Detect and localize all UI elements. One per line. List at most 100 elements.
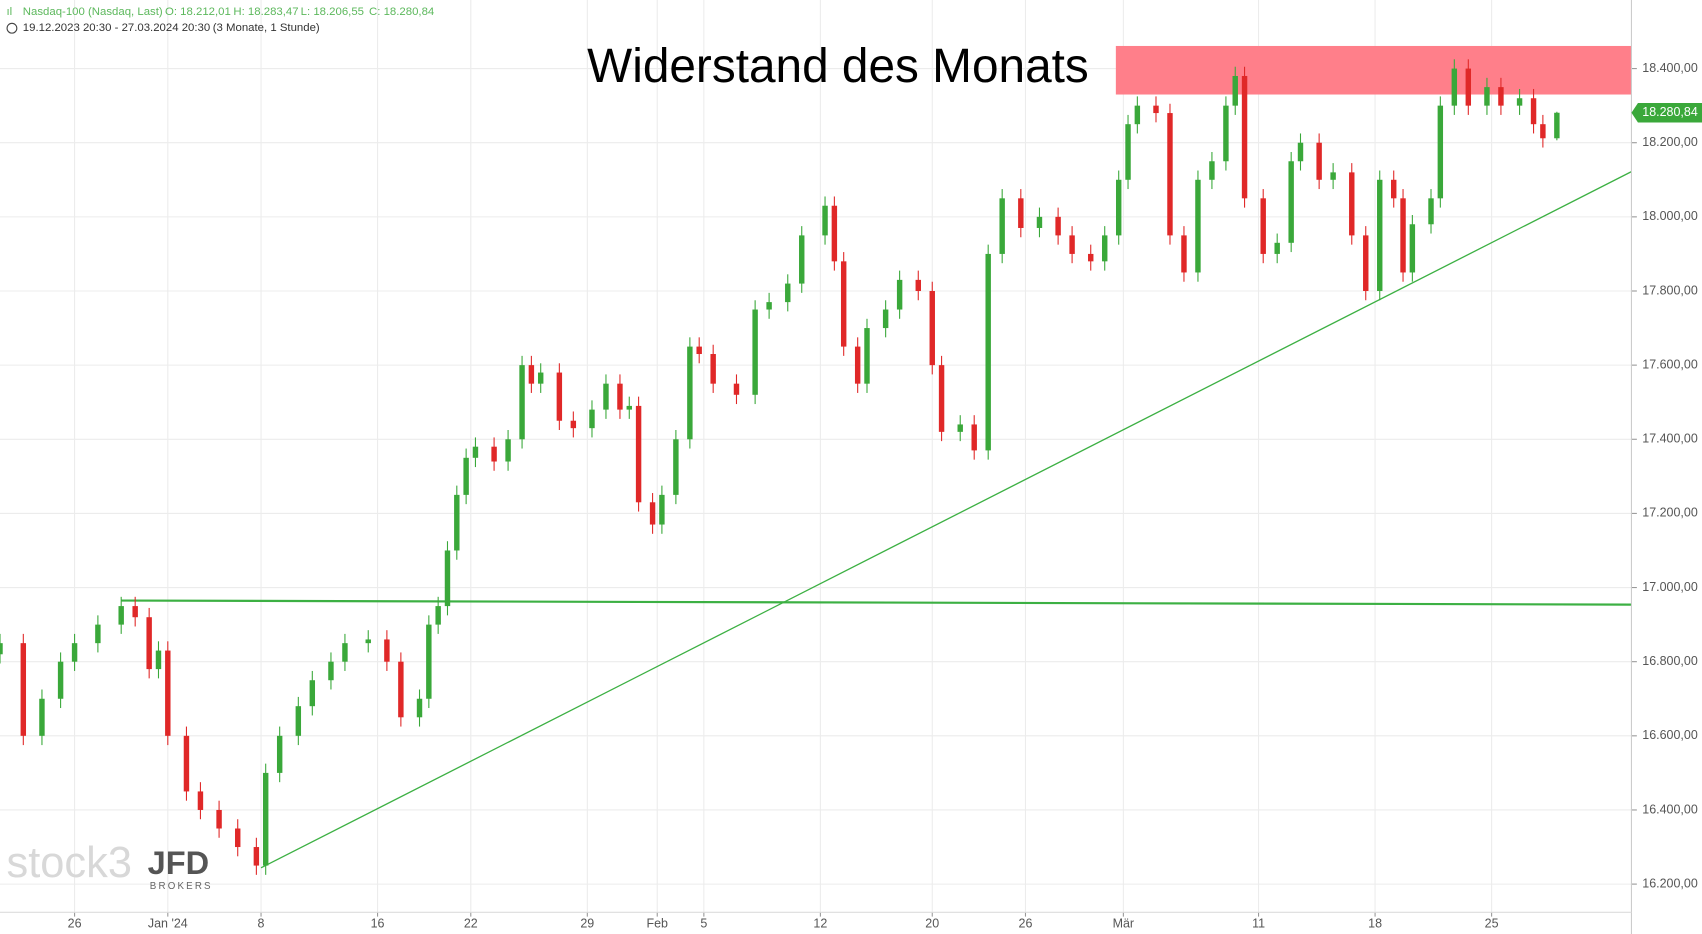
- candle-body: [384, 639, 390, 662]
- candle-body: [1088, 253, 1094, 262]
- candle-body: [1288, 161, 1294, 243]
- candle-body: [659, 494, 665, 525]
- instrument: Nasdaq-100 (Nasdaq, Last): [23, 6, 163, 18]
- candle-body: [1316, 142, 1322, 180]
- candle-body: [696, 346, 702, 355]
- candle-body: [454, 494, 460, 551]
- candle-body: [1125, 124, 1131, 180]
- candle-body: [519, 365, 525, 440]
- candle-body: [938, 365, 945, 432]
- trend-line: [260, 171, 1632, 869]
- candle-body: [1554, 112, 1560, 139]
- candle-body: [132, 606, 138, 618]
- candle-body: [1232, 75, 1238, 106]
- x-tick-label: 16: [371, 917, 385, 931]
- x-tick-label: Feb: [646, 917, 668, 931]
- y-tick-label: 18.400,00: [1642, 61, 1698, 75]
- candle-body: [505, 439, 511, 462]
- candle-body: [785, 283, 791, 303]
- x-tick-label: 20: [925, 917, 939, 931]
- candle-body: [1055, 216, 1061, 236]
- candle-body: [1516, 98, 1523, 106]
- candle-body: [831, 205, 838, 262]
- candle-body: [1069, 235, 1075, 254]
- broker: JFD: [148, 845, 210, 881]
- candle-body: [822, 205, 828, 236]
- y-tick-label: 16.400,00: [1642, 802, 1698, 816]
- y-tick-label: 17.600,00: [1642, 357, 1698, 371]
- watermark: stock3: [7, 839, 132, 887]
- candle-body: [733, 383, 740, 395]
- candle-body: [39, 698, 45, 736]
- candles: [0, 59, 1560, 875]
- candle-body: [435, 606, 441, 625]
- candle-body: [896, 279, 903, 310]
- ohlc-close: C: 18.280,84: [369, 6, 434, 18]
- candle-body: [1377, 179, 1383, 291]
- x-tick-label: 12: [813, 917, 827, 931]
- candle-body: [752, 309, 758, 395]
- x-tick-label: 5: [700, 917, 707, 931]
- candle-body: [999, 198, 1005, 254]
- candle-body: [1115, 179, 1122, 236]
- x-tick-label: 11: [1252, 917, 1265, 931]
- x-tick-label: 29: [580, 917, 594, 931]
- candle-body: [840, 261, 847, 347]
- header: ıl Nasdaq-100 (Nasdaq, Last) O: 18.212,0…: [7, 6, 435, 34]
- y-tick-label: 17.000,00: [1642, 580, 1698, 594]
- candle-body: [1349, 172, 1355, 236]
- candle-body: [146, 617, 152, 670]
- candle-body: [57, 661, 64, 699]
- candle-body: [1400, 198, 1406, 273]
- candle-body: [1134, 105, 1141, 125]
- candle-body: [710, 354, 716, 384]
- ohlc-high: H: 18.283,47: [233, 6, 298, 18]
- candle-body: [957, 424, 963, 432]
- candle-body: [1018, 198, 1024, 228]
- y-tick-label: 18.200,00: [1642, 135, 1698, 149]
- candle-body: [537, 372, 544, 384]
- y-tick-label: 16.600,00: [1642, 728, 1698, 742]
- candle-body: [1260, 198, 1266, 254]
- candle-body: [253, 847, 260, 866]
- candle-body: [766, 302, 772, 310]
- x-tick-label: 25: [1485, 917, 1499, 931]
- candle-body: [1498, 87, 1504, 106]
- broker-sub: BROKERS: [150, 881, 213, 892]
- candle-body: [444, 550, 451, 607]
- candle-body: [1036, 216, 1043, 228]
- candle-body: [463, 457, 469, 495]
- y-tick-label: 16.200,00: [1642, 876, 1698, 890]
- candle-body: [328, 661, 334, 681]
- candle-body: [1330, 172, 1336, 180]
- candle-body: [1209, 161, 1215, 180]
- candle-body: [309, 680, 316, 707]
- candle-body: [589, 409, 595, 429]
- candle-body: [95, 624, 101, 644]
- annotations: [121, 45, 1632, 869]
- candle-body: [118, 606, 124, 625]
- candle-body: [882, 309, 889, 329]
- last-price-label: 18.280,84: [1642, 105, 1698, 119]
- candle-body: [1274, 242, 1280, 254]
- candle-body: [971, 424, 977, 451]
- candle-body: [1484, 87, 1490, 106]
- candle-body: [1391, 179, 1397, 199]
- candle-body: [0, 643, 3, 655]
- candle-body: [915, 279, 921, 291]
- candle-body: [799, 235, 805, 284]
- y-tick-label: 16.800,00: [1642, 654, 1698, 668]
- y-tick-label: 17.400,00: [1642, 432, 1698, 446]
- x-tick-label: 18: [1368, 917, 1382, 931]
- ohlc-open: O: 18.212,01: [165, 6, 231, 18]
- candle-body: [649, 502, 656, 525]
- candle-body: [1409, 224, 1416, 273]
- y-tick-label: 17.200,00: [1642, 506, 1698, 520]
- candle-body: [183, 735, 190, 792]
- candle-body: [342, 643, 348, 662]
- candle-body: [985, 253, 991, 451]
- last-price-tag: [1631, 102, 1702, 123]
- x-tick-label: Mär: [1113, 917, 1134, 931]
- candle-body: [1102, 235, 1108, 262]
